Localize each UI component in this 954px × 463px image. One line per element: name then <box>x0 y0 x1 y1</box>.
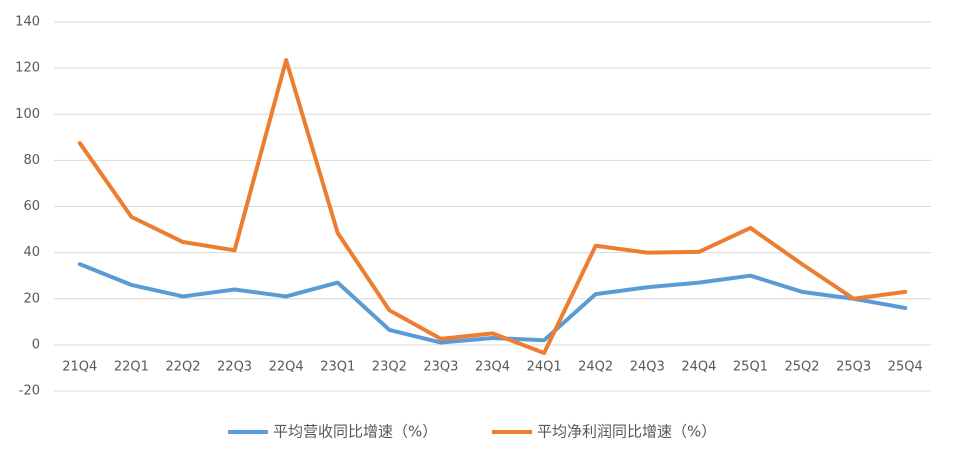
series-line <box>77 58 908 355</box>
x-tick-label: 25Q4 <box>888 359 923 374</box>
x-tick-label: 25Q1 <box>733 359 768 374</box>
x-tick-label: 24Q2 <box>578 359 613 374</box>
y-tick-label: 140 <box>15 15 40 30</box>
x-tick-label: 23Q3 <box>423 359 458 374</box>
series-line <box>77 262 908 345</box>
x-tick-label: 21Q4 <box>62 359 97 374</box>
y-tick-label: -20 <box>19 384 40 399</box>
x-tick-label: 24Q4 <box>681 359 716 374</box>
x-tick-label: 25Q3 <box>836 359 871 374</box>
legend: 平均营收同比增速（%） 平均净利润同比增速（%） <box>228 423 716 441</box>
x-tick-label: 24Q1 <box>527 359 562 374</box>
x-tick-label: 22Q4 <box>269 359 304 374</box>
x-tick-label: 22Q1 <box>114 359 149 374</box>
x-tick-label: 22Q2 <box>165 359 200 374</box>
x-tick-label: 23Q4 <box>475 359 510 374</box>
legend-label: 平均净利润同比增速（%） <box>537 423 716 441</box>
y-tick-label: 100 <box>15 107 40 122</box>
y-tick-label: 20 <box>23 291 40 306</box>
y-tick-label: 120 <box>15 61 40 76</box>
x-tick-label: 24Q3 <box>630 359 665 374</box>
y-tick-label: 80 <box>23 153 40 168</box>
legend-label: 平均营收同比增速（%） <box>273 423 437 441</box>
y-tick-label: 40 <box>23 245 40 260</box>
x-tick-label: 23Q2 <box>372 359 407 374</box>
y-tick-label: 60 <box>23 199 40 214</box>
y-tick-label: 0 <box>32 337 40 352</box>
x-tick-label: 22Q3 <box>217 359 252 374</box>
x-tick-label: 23Q1 <box>320 359 355 374</box>
x-tick-label: 25Q2 <box>785 359 820 374</box>
